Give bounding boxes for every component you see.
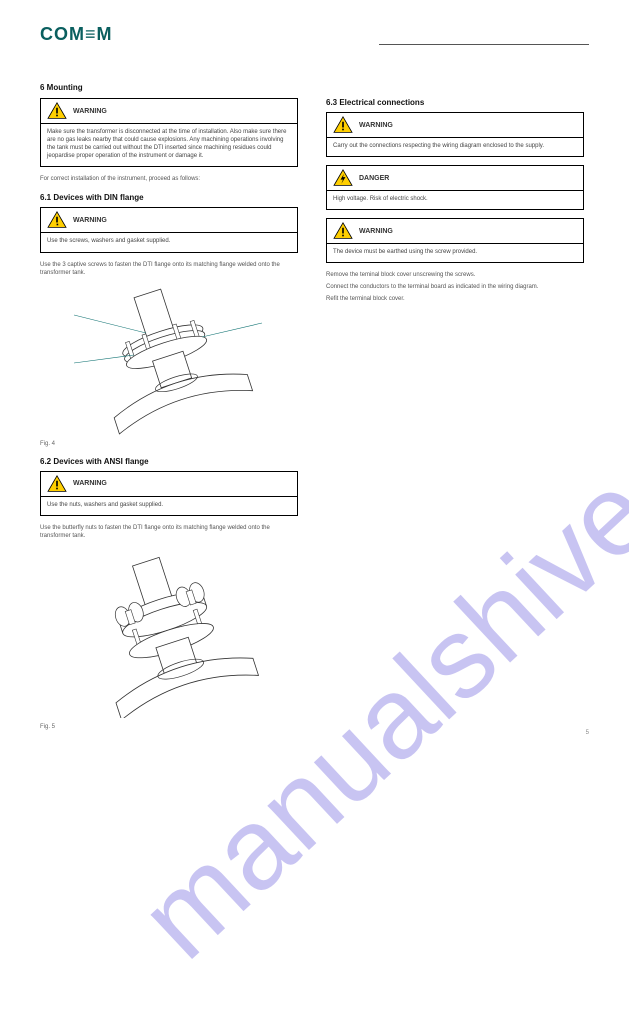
warning-body: Carry out the connections respecting the… xyxy=(327,138,583,156)
figure-din-flange xyxy=(40,285,298,435)
din-instruction: Use the 3 captive screws to fasten the D… xyxy=(40,261,298,277)
left-column: WARNING Make sure the transformer is dis… xyxy=(40,98,298,730)
warning-icon xyxy=(333,116,353,134)
ansi-instruction: Use the butterfly nuts to fasten the DTI… xyxy=(40,524,298,540)
warning-label: WARNING xyxy=(359,228,393,235)
section-din-flange: 6.1 Devices with DIN flange xyxy=(40,193,298,202)
warning-label: WARNING xyxy=(359,122,393,129)
warning-body: The device must be earthed using the scr… xyxy=(327,244,583,262)
step-3: Refit the terminal block cover. xyxy=(326,295,584,303)
warning-body: Make sure the transformer is disconnecte… xyxy=(41,124,297,166)
warning-icon xyxy=(47,475,67,493)
warning-icon xyxy=(47,102,67,120)
danger-body: High voltage. Risk of electric shock. xyxy=(327,191,583,209)
warning-body: Use the nuts, washers and gasket supplie… xyxy=(41,497,297,515)
danger-box: DANGER High voltage. Risk of electric sh… xyxy=(326,165,584,210)
section-electrical: 6.3 Electrical connections xyxy=(326,98,584,107)
section-ansi-flange: 6.2 Devices with ANSI flange xyxy=(40,457,298,466)
warning-label: WARNING xyxy=(73,217,107,224)
step-2: Connect the conductors to the terminal b… xyxy=(326,283,584,291)
warning-box-r3: WARNING The device must be earthed using… xyxy=(326,218,584,263)
logo: COM≡M xyxy=(40,24,589,45)
header-rule xyxy=(379,44,589,45)
danger-label: DANGER xyxy=(359,175,389,182)
warning-box-3: WARNING Use the nuts, washers and gasket… xyxy=(40,471,298,516)
right-column: 6.3 Electrical connections WARNING Carry… xyxy=(326,98,584,730)
warning-body: Use the screws, washers and gasket suppl… xyxy=(41,233,297,251)
warning-box-r1: WARNING Carry out the connections respec… xyxy=(326,112,584,157)
section-heading-mounting: 6 Mounting xyxy=(40,83,589,92)
warning-box-2: WARNING Use the screws, washers and gask… xyxy=(40,207,298,252)
footer-right: 5 xyxy=(586,730,589,736)
bolt-icon xyxy=(333,169,353,187)
intro-text: For correct installation of the instrume… xyxy=(40,175,298,183)
figure-ansi-flange xyxy=(40,548,298,718)
warning-icon xyxy=(47,211,67,229)
step-1: Remove the teminal block cover unscrewin… xyxy=(326,271,584,279)
warning-box-1: WARNING Make sure the transformer is dis… xyxy=(40,98,298,167)
warning-label: WARNING xyxy=(73,480,107,487)
footer: 5 xyxy=(40,730,589,736)
figure-caption: Fig. 4 xyxy=(40,441,298,447)
warning-label: WARNING xyxy=(73,108,107,115)
warning-icon xyxy=(333,222,353,240)
